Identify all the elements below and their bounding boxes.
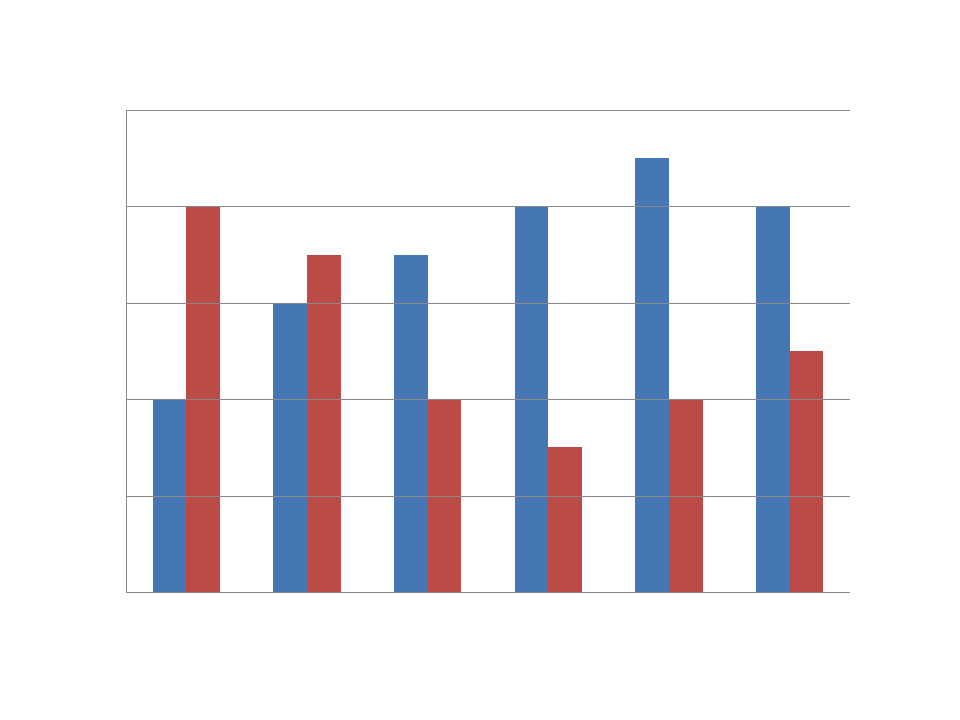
gridline [126,110,850,111]
gridline [126,496,850,497]
bar-series-a [635,158,669,592]
bar-series-a [273,303,307,592]
bar-series-b [307,255,341,592]
gridline [126,399,850,400]
chart-stage [0,0,960,720]
plot-area [126,110,850,592]
bar-series-b [790,351,824,592]
bars-layer [126,110,850,592]
gridline [126,206,850,207]
gridline [126,592,850,593]
bar-series-a [394,255,428,592]
bar-series-b [548,447,582,592]
gridline [126,303,850,304]
